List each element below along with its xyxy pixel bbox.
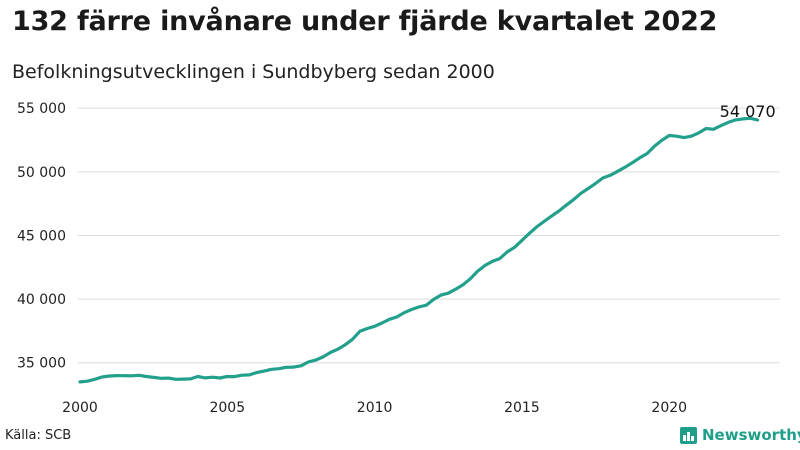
x-axis-ticks: 2000 2005 2010 2015 2020 bbox=[62, 400, 687, 416]
y-tick-label: 55 000 bbox=[17, 101, 66, 117]
series bbox=[78, 116, 760, 384]
page-title: 132 färre invånare under fjärde kvartale… bbox=[12, 6, 718, 37]
y-tick-label: 50 000 bbox=[17, 165, 66, 181]
bar-chart-icon bbox=[680, 426, 697, 444]
y-tick-label: 40 000 bbox=[17, 292, 66, 308]
series-line bbox=[78, 116, 760, 384]
source-note: Källa: SCB bbox=[5, 428, 72, 443]
y-tick-label: 35 000 bbox=[17, 356, 66, 372]
y-axis-ticks: 35 000 40 000 45 000 50 000 55 000 bbox=[17, 101, 66, 372]
end-value-label: 54 070 bbox=[720, 102, 776, 121]
annotations: 54 070 bbox=[720, 102, 776, 121]
y-tick-label: 45 000 bbox=[17, 228, 66, 244]
x-tick-label: 2010 bbox=[357, 400, 393, 416]
x-tick-label: 2000 bbox=[62, 400, 98, 416]
gridlines bbox=[78, 107, 780, 364]
brand-name: Newsworthy bbox=[702, 426, 800, 444]
x-tick-label: 2020 bbox=[651, 400, 687, 416]
x-tick-label: 2005 bbox=[209, 400, 245, 416]
brand-logo: Newsworthy bbox=[680, 426, 800, 444]
x-tick-label: 2015 bbox=[504, 400, 540, 416]
chart-subtitle: Befolkningsutvecklingen i Sundbyberg sed… bbox=[12, 61, 495, 83]
